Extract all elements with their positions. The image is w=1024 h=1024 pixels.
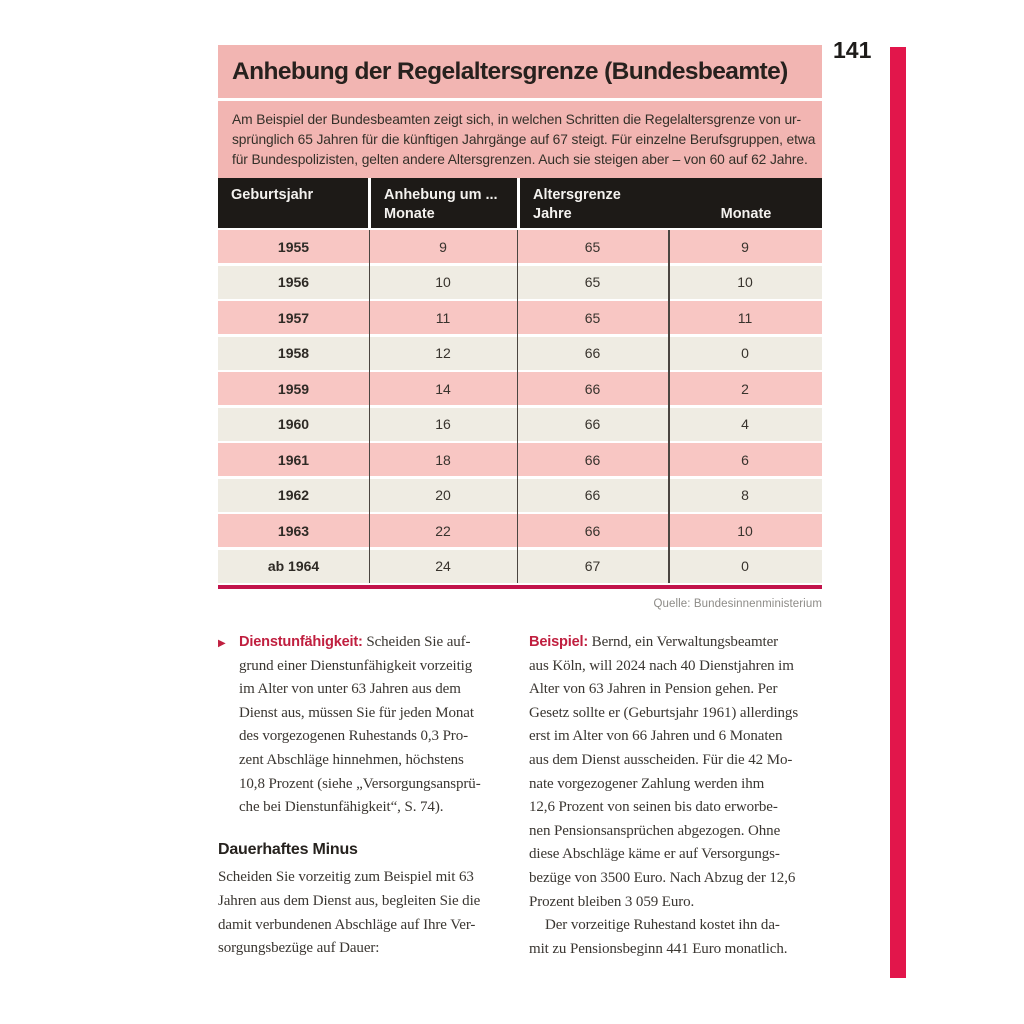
table-header-altersgrenze-label: Altersgrenze [533, 187, 621, 203]
cell-jahre: 65 [584, 238, 601, 255]
cell-jahre: 66 [584, 380, 601, 397]
cell-geburtsjahr: 1959 [277, 380, 310, 397]
cell-anhebung: 10 [435, 274, 451, 290]
cell-jahre: 65 [584, 274, 601, 290]
cell-anhebung: 14 [435, 380, 451, 397]
cell-geburtsjahr: 1961 [277, 451, 310, 468]
table-header-monate: Monate [720, 206, 772, 222]
cell-anhebung: 9 [439, 238, 447, 255]
cell-anhebung: 20 [435, 487, 451, 503]
table-header-anhebung: Anhebung um ... Monate [371, 178, 517, 228]
cell-monate: 10 [737, 274, 753, 290]
table-source: Quelle: Bundesinnenministerium [653, 598, 822, 610]
cell-monate: 0 [741, 558, 749, 574]
body-text: ▶ Dienstunfähigkeit: Scheiden Sie auf- g… [218, 631, 830, 961]
table-header-anhebung-line1: Anhebung um ... [384, 187, 498, 203]
cell-geburtsjahr: 1957 [277, 309, 310, 326]
cell-anhebung: 12 [435, 345, 451, 361]
lead-dienstunfaehigkeit: Dienstunfähigkeit: [239, 634, 363, 650]
cell-anhebung: 11 [435, 309, 451, 326]
cell-geburtsjahr: 1958 [277, 345, 310, 361]
cell-geburtsjahr: 1962 [277, 487, 310, 503]
body-column-right: Beispiel: Bernd, ein Verwaltungsbeamter … [529, 631, 823, 961]
paragraph-ruhestand-kosten: Der vorzeitige Ruhestand kostet ihn da- … [529, 917, 788, 957]
table-row: 1958 12 66 0 [218, 336, 822, 370]
cell-jahre: 66 [584, 345, 601, 361]
lead-beispiel: Beispiel: [529, 634, 589, 650]
table-body: 1955 9 65 9 1956 10 65 10 1957 11 65 11 … [218, 230, 822, 583]
cell-anhebung: 24 [435, 558, 451, 574]
table-header-geburtsjahr: Geburtsjahr [218, 178, 368, 228]
table-row: 1956 10 65 10 [218, 265, 822, 299]
cell-monate: 0 [741, 345, 749, 361]
bullet-triangle-icon: ▶ [218, 638, 226, 649]
cell-jahre: 67 [584, 558, 601, 574]
table-row: 1961 18 66 6 [218, 443, 822, 476]
cell-anhebung: 16 [435, 416, 451, 432]
table-row: ab 1964 24 67 0 [218, 549, 822, 583]
bullet-paragraph: ▶ Dienstunfähigkeit: Scheiden Sie auf- g… [218, 631, 512, 820]
cell-geburtsjahr: 1955 [277, 238, 310, 255]
table-column-divider [668, 230, 670, 583]
main-content: Anhebung der Regelaltersgrenze (Bundesbe… [218, 45, 822, 610]
cell-monate: 10 [737, 522, 753, 539]
table-row: 1962 20 66 8 [218, 478, 822, 512]
accent-bar [890, 47, 906, 978]
infobox-title: Anhebung der Regelaltersgrenze (Bundesbe… [232, 57, 788, 85]
cell-geburtsjahr: ab 1964 [267, 558, 320, 574]
cell-geburtsjahr: 1960 [277, 416, 310, 432]
cell-jahre: 65 [584, 309, 601, 326]
cell-monate: 2 [741, 380, 749, 397]
cell-geburtsjahr: 1956 [277, 274, 310, 290]
cell-geburtsjahr: 1963 [277, 522, 310, 539]
bullet-paragraph-text: Dienstunfähigkeit: Scheiden Sie auf- gru… [239, 631, 481, 820]
infobox-intro: Am Beispiel der Bundesbeamten zeigt sich… [218, 101, 822, 178]
cell-jahre: 66 [584, 487, 601, 503]
table-header-row: Geburtsjahr Anhebung um ... Monate Alters… [218, 178, 822, 228]
cell-anhebung: 22 [435, 522, 451, 539]
cell-monate: 4 [741, 416, 749, 432]
infobox-title-band: Anhebung der Regelaltersgrenze (Bundesbe… [218, 45, 822, 98]
table-column-divider [368, 230, 370, 583]
cell-monate: 9 [741, 238, 749, 255]
paragraph-beispiel: Beispiel: Bernd, ein Verwaltungsbeamter … [529, 631, 823, 914]
cell-monate: 6 [741, 451, 749, 468]
table-bottom-rule [218, 585, 822, 589]
table-header-altersgrenze-subrow: Jahre Monate [520, 205, 822, 224]
table-header-anhebung-line2: Monate [384, 206, 435, 222]
page-number: 141 [833, 37, 872, 63]
cell-jahre: 66 [584, 522, 601, 539]
table-header-altersgrenze: Altersgrenze Jahre Monate [520, 178, 822, 228]
table-row: 1957 11 65 11 [218, 301, 822, 334]
cell-jahre: 66 [584, 416, 601, 432]
paragraph-text: Bernd, ein Verwaltungsbeamter aus Köln, … [529, 634, 799, 910]
body-column-left: ▶ Dienstunfähigkeit: Scheiden Sie auf- g… [218, 631, 512, 961]
cell-jahre: 66 [584, 451, 601, 468]
cell-anhebung: 18 [435, 451, 451, 468]
table-header-jahre: Jahre [533, 206, 572, 222]
table-row: 1960 16 66 4 [218, 407, 822, 441]
table-column-divider [516, 230, 518, 583]
subheading-dauerhaftes-minus: Dauerhaftes Minus [218, 840, 358, 858]
table-row: 1955 9 65 9 [218, 230, 822, 263]
cell-monate: 8 [741, 487, 749, 503]
paragraph-text: Scheiden Sie auf- grund einer Dienstunfä… [239, 634, 481, 816]
paragraph-dauerhaftes-minus: Scheiden Sie vorzeitig zum Beispiel mit … [218, 869, 481, 957]
cell-monate: 11 [737, 309, 753, 326]
table-row: 1959 14 66 2 [218, 372, 822, 405]
table-row: 1963 22 66 10 [218, 514, 822, 547]
